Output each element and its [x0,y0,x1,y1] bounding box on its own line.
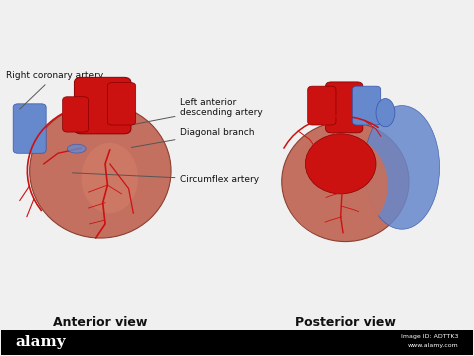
Ellipse shape [82,143,138,213]
FancyBboxPatch shape [13,104,46,153]
Text: Posterior view: Posterior view [295,316,396,329]
Ellipse shape [30,104,171,238]
FancyBboxPatch shape [86,86,117,125]
Text: Left anterior
descending artery: Left anterior descending artery [124,98,263,126]
Text: www.alamy.com: www.alamy.com [408,343,458,348]
Ellipse shape [376,99,395,127]
FancyBboxPatch shape [108,83,136,125]
Text: Diagonal branch: Diagonal branch [131,127,255,147]
Text: Circumflex artery: Circumflex artery [73,173,260,184]
Ellipse shape [305,134,376,194]
Text: Right coronary artery: Right coronary artery [6,71,103,109]
Ellipse shape [67,144,86,153]
Text: Anterior view: Anterior view [53,316,147,329]
FancyBboxPatch shape [74,77,131,134]
Text: Image ID: ADTTK3: Image ID: ADTTK3 [401,334,458,340]
Ellipse shape [282,121,409,242]
FancyBboxPatch shape [1,330,473,355]
FancyBboxPatch shape [63,97,89,132]
FancyBboxPatch shape [326,82,363,133]
Text: alamy: alamy [16,335,66,349]
FancyBboxPatch shape [353,86,381,125]
Ellipse shape [364,106,439,229]
Ellipse shape [284,132,388,238]
FancyBboxPatch shape [308,86,336,125]
